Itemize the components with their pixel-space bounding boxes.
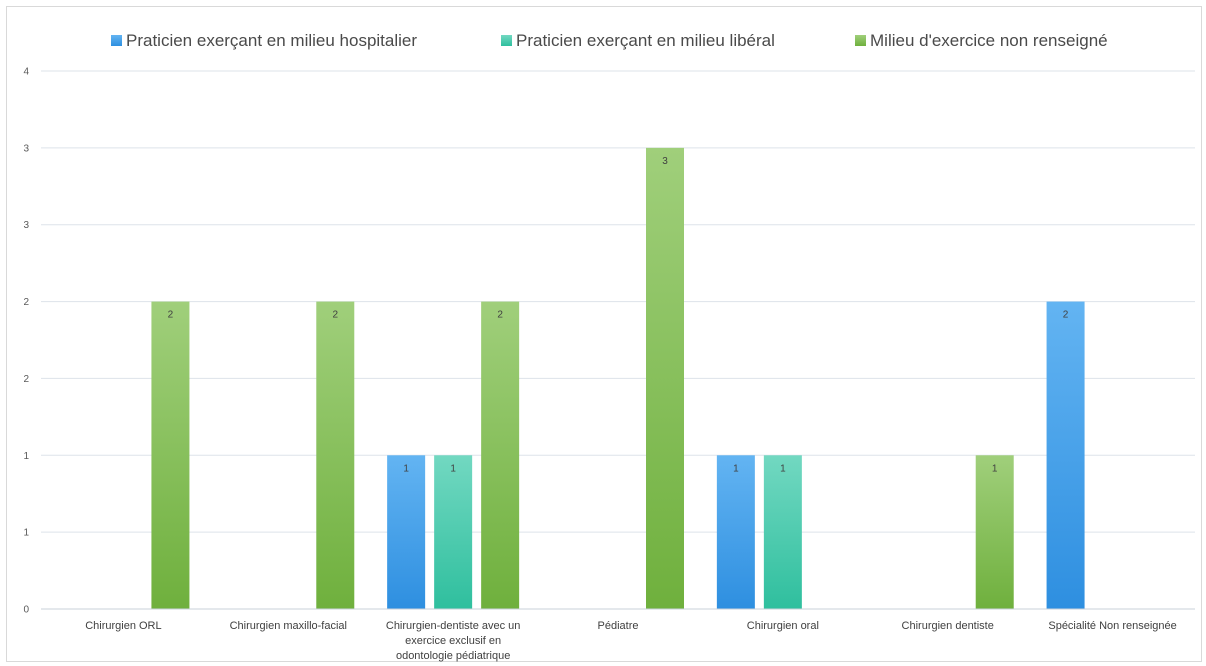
- data-label: 1: [992, 463, 998, 474]
- x-tick-label: odontologie pédiatrique: [396, 650, 510, 662]
- data-label: 2: [1063, 310, 1069, 321]
- bar: [763, 455, 802, 609]
- data-label: 1: [403, 463, 409, 474]
- data-label: 1: [733, 463, 739, 474]
- legend-label: Milieu d'exercice non renseigné: [870, 31, 1108, 50]
- y-tick-label: 0: [23, 605, 29, 616]
- y-tick-label: 3: [23, 143, 29, 154]
- y-tick-label: 1: [23, 528, 29, 539]
- y-tick-label: 2: [23, 297, 29, 308]
- bar: [387, 455, 426, 609]
- y-tick-label: 4: [23, 67, 29, 78]
- bar: [646, 147, 684, 609]
- bar: [481, 301, 520, 609]
- bar: [316, 301, 355, 609]
- data-label: 1: [780, 463, 786, 474]
- data-label: 2: [168, 310, 174, 321]
- x-tick-label: Chirurgien oral: [747, 620, 819, 632]
- data-label: 2: [333, 310, 339, 321]
- x-tick-label: Chirurgien dentiste: [902, 620, 994, 632]
- legend-label: Praticien exerçant en milieu libéral: [516, 31, 775, 50]
- y-tick-label: 2: [23, 374, 29, 385]
- x-tick-label: Chirurgien ORL: [85, 620, 161, 632]
- legend-label: Praticien exerçant en milieu hospitalier: [126, 31, 417, 50]
- x-tick-label: Pédiatre: [598, 620, 639, 632]
- bar: [151, 301, 190, 609]
- x-tick-label: Chirurgien-dentiste avec un: [386, 620, 521, 632]
- x-tick-label: Chirurgien maxillo-facial: [230, 620, 347, 632]
- x-tick-label: Spécialité Non renseignée: [1048, 620, 1176, 632]
- data-label: 1: [450, 463, 456, 474]
- data-label: 3: [662, 156, 668, 167]
- bar: [434, 455, 473, 609]
- bar: [716, 455, 755, 609]
- bar: [975, 455, 1014, 609]
- y-tick-label: 3: [23, 220, 29, 231]
- chart-svg: 0 1 1 2 2 3 3 4 2 Chirurgien ORL 2 Chirurgien maxil…: [23, 31, 1195, 662]
- data-label: 2: [497, 310, 503, 321]
- legend-swatch: [501, 35, 512, 46]
- bar-chart: 0 1 1 2 2 3 3 4 2 Chirurgien ORL 2 Chirurgien maxil…: [6, 6, 1202, 662]
- y-tick-label: 1: [23, 451, 29, 462]
- legend-swatch: [111, 35, 122, 46]
- legend-swatch: [855, 35, 866, 46]
- x-tick-label: exercice exclusif en: [405, 635, 501, 647]
- bar: [1046, 301, 1085, 609]
